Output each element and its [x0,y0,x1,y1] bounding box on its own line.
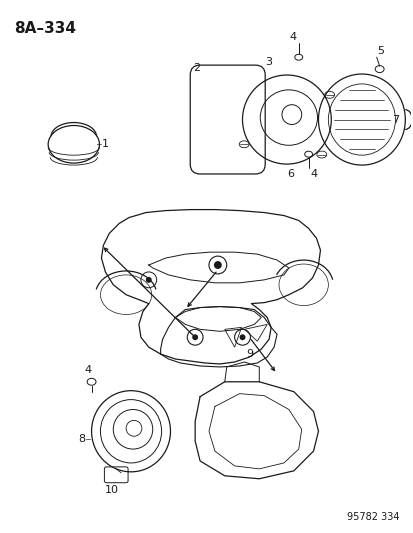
Text: 1: 1 [101,139,108,149]
Circle shape [214,261,221,269]
Circle shape [239,334,245,340]
Text: 5: 5 [377,46,384,56]
Text: 4: 4 [289,33,296,43]
Text: 6: 6 [286,169,293,179]
Text: 9: 9 [245,349,252,359]
Text: 8A–334: 8A–334 [14,21,76,36]
Circle shape [145,277,152,283]
Text: 95782 334: 95782 334 [346,512,399,522]
Text: 4: 4 [84,365,91,375]
Text: 8: 8 [78,434,85,444]
Text: 4: 4 [310,169,317,179]
Text: 3: 3 [265,57,272,67]
Text: 10: 10 [105,484,119,495]
Text: 7: 7 [392,115,399,125]
Circle shape [192,334,198,340]
Text: 2: 2 [193,63,200,73]
